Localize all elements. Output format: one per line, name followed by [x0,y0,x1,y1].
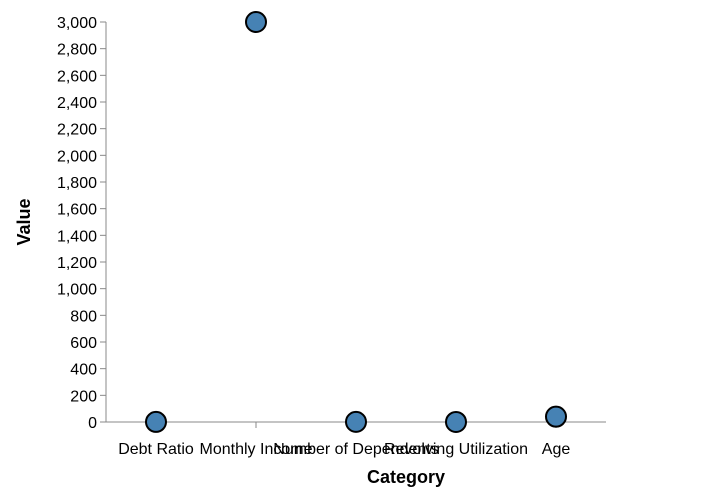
data-point [445,410,467,433]
y-axis: 0 200 400 600 800 1,000 1,200 1,400 1,600 1,800 2,… [57,15,107,432]
data-point [245,11,267,33]
y-tick-label: 1,800 [57,175,97,192]
y-tick-label: 2,800 [57,42,97,59]
y-tick-label: 2,000 [57,148,97,165]
data-point [345,410,367,433]
x-tick-label: Debt Ratio [118,441,194,458]
x-tick-label: Age [542,441,571,458]
y-tick-label: 1,200 [57,255,97,272]
y-tick-label: 400 [70,362,97,379]
y-tick-label: 1,400 [57,228,97,245]
y-tick-label: 2,200 [57,122,97,139]
x-axis-title: Category [367,467,445,487]
y-tick-label: 200 [70,388,97,405]
y-tick-label: 1,600 [57,202,97,219]
data-points [145,11,567,433]
y-tick-label: 800 [70,308,97,325]
y-tick-label: 1,000 [57,282,97,299]
x-tick-label: Number of Dependents [273,441,438,458]
data-point [545,405,567,428]
y-tick-label: 2,400 [57,95,97,112]
y-tick-label: 0 [88,415,97,432]
data-point [145,410,167,433]
y-tick-label: 3,000 [57,15,97,32]
y-tick-label: 600 [70,335,97,352]
x-tick-label: Monthly Income [200,441,313,458]
x-tick-label: Revolving Utilization [384,441,528,458]
y-tick-label: 2,600 [57,68,97,85]
y-axis-title: Value [14,198,34,245]
